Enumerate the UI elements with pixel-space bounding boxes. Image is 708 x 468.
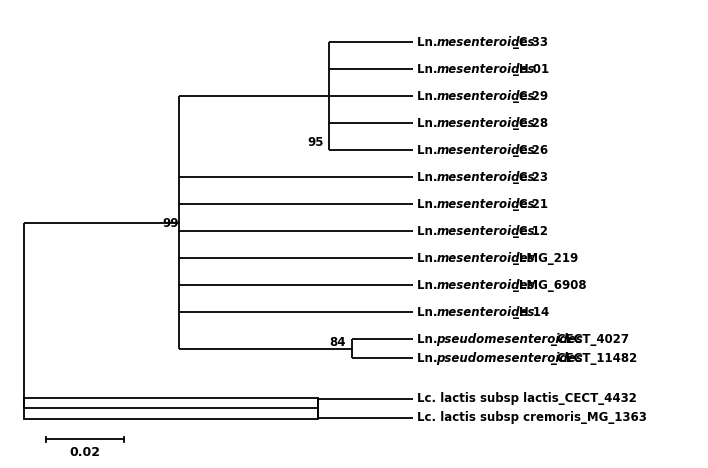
Text: Ln.: Ln. [417, 90, 442, 102]
Text: _CECT_11482: _CECT_11482 [551, 352, 637, 365]
Text: 95: 95 [307, 136, 324, 149]
Text: 84: 84 [329, 336, 346, 349]
Text: Ln.: Ln. [417, 279, 442, 292]
Text: _C 12: _C 12 [513, 225, 548, 238]
Text: mesenteroides: mesenteroides [436, 198, 535, 211]
Text: _C 23: _C 23 [513, 171, 548, 184]
Text: Ln.: Ln. [417, 36, 442, 49]
Text: Ln.: Ln. [417, 225, 442, 238]
Text: _LMG_6908: _LMG_6908 [513, 279, 587, 292]
Text: mesenteroides: mesenteroides [436, 90, 535, 102]
Text: mesenteroides: mesenteroides [436, 63, 535, 76]
Text: Lc. lactis subsp cremoris_MG_1363: Lc. lactis subsp cremoris_MG_1363 [417, 411, 647, 424]
Text: _C 33: _C 33 [513, 36, 548, 49]
Text: mesenteroides: mesenteroides [436, 36, 535, 49]
Text: _LMG_219: _LMG_219 [513, 252, 578, 265]
Text: _C 28: _C 28 [513, 117, 548, 130]
Text: mesenteroides: mesenteroides [436, 252, 535, 265]
Text: pseudomesenteroides: pseudomesenteroides [436, 352, 583, 365]
Text: _C 26: _C 26 [513, 144, 548, 157]
Text: _C 29: _C 29 [513, 90, 548, 102]
Text: Ln.: Ln. [417, 306, 442, 319]
Text: 0.02: 0.02 [69, 446, 101, 459]
Text: Ln.: Ln. [417, 333, 442, 346]
Text: mesenteroides: mesenteroides [436, 306, 535, 319]
Text: Ln.: Ln. [417, 144, 442, 157]
Text: mesenteroides: mesenteroides [436, 117, 535, 130]
Text: mesenteroides: mesenteroides [436, 144, 535, 157]
Text: Ln.: Ln. [417, 63, 442, 76]
Text: _CECT_4027: _CECT_4027 [551, 333, 629, 346]
Text: Ln.: Ln. [417, 198, 442, 211]
Text: Ln.: Ln. [417, 352, 442, 365]
Text: pseudomesenteroides: pseudomesenteroides [436, 333, 583, 346]
Text: Ln.: Ln. [417, 171, 442, 184]
Text: Lc. lactis subsp lactis_CECT_4432: Lc. lactis subsp lactis_CECT_4432 [417, 392, 637, 405]
Text: mesenteroides: mesenteroides [436, 171, 535, 184]
Text: mesenteroides: mesenteroides [436, 225, 535, 238]
Text: _H 01: _H 01 [513, 63, 549, 76]
Text: _C 21: _C 21 [513, 198, 548, 211]
Bar [23, 397, 318, 419]
Text: Ln.: Ln. [417, 252, 442, 265]
Text: Ln.: Ln. [417, 117, 442, 130]
Text: 99: 99 [163, 217, 179, 230]
Text: mesenteroides: mesenteroides [436, 279, 535, 292]
Text: _H 14: _H 14 [513, 306, 549, 319]
